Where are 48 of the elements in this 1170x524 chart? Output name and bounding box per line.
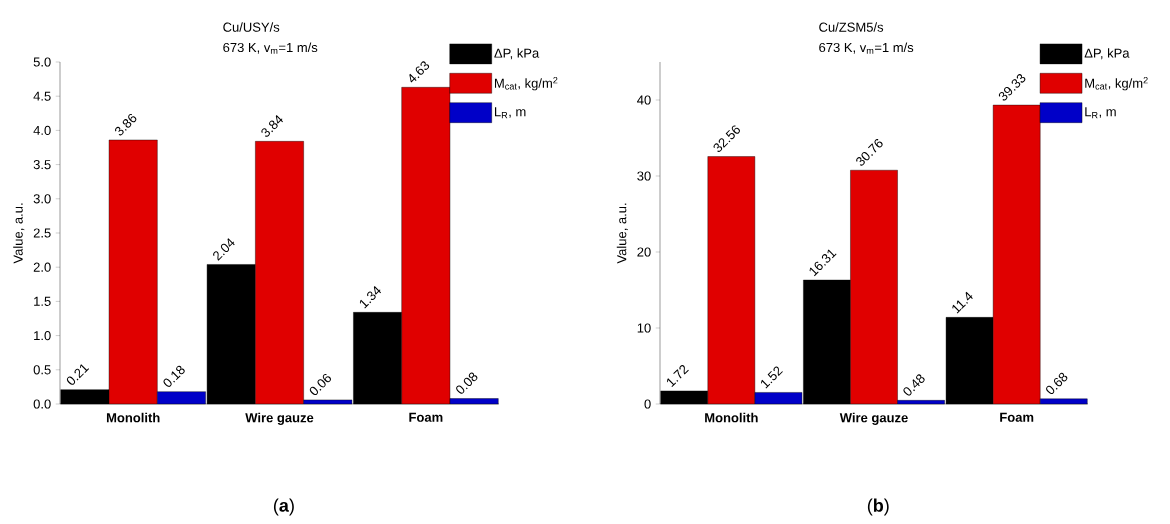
y-tick-label: 5.0 — [33, 57, 51, 67]
data-label: 1.34 — [359, 286, 382, 309]
legend-label: ΔP, kPa — [494, 48, 540, 60]
x-tick-label: Wire gauze — [839, 412, 908, 425]
y-axis-title: Value, a.u. — [616, 203, 628, 264]
y-tick-label: 0.0 — [33, 399, 51, 409]
legend-label: M$_{cat}$, kg/m$^{2}$ — [1085, 76, 1148, 91]
legend-label: L$_{R}$, m — [495, 107, 526, 119]
y-tick-label: 2.5 — [33, 228, 51, 238]
data-label: 11.4 — [952, 291, 973, 314]
x-tick-label: Foam — [409, 412, 443, 422]
y-tick-label: 0.5 — [33, 365, 51, 375]
y-tick-label: 4.5 — [33, 91, 51, 101]
legend-label: M$_{cat}$, kg/m$^{2}$ — [495, 76, 558, 91]
data-label: 3.86 — [115, 113, 137, 136]
y-tick-label: 1.0 — [34, 330, 51, 341]
data-label: 0.18 — [163, 365, 185, 387]
x-tick-label: Monolith — [106, 412, 160, 423]
x-tick-label: Monolith — [705, 412, 758, 423]
data-label: 4.63 — [409, 61, 430, 83]
y-tick-label: 4.0 — [33, 125, 51, 135]
data-label: 0.21 — [66, 364, 90, 385]
legend-label: ΔP, kPa — [1084, 48, 1130, 60]
y-tick-label: 1.5 — [34, 296, 51, 306]
data-label: 0.48 — [903, 374, 925, 396]
y-tick-label: 2.0 — [33, 262, 51, 272]
x-tick-label: Wire gauze — [245, 412, 314, 425]
data-label: 3.84 — [261, 115, 283, 137]
chart-subtitle: 673 K, v$_{m}$=1 m/s — [223, 42, 318, 54]
data-label: 0.08 — [456, 372, 478, 394]
y-tick-label: 40 — [637, 95, 651, 105]
legend-label: L$_{R}$, m — [1085, 107, 1116, 119]
data-label: 0.06 — [309, 373, 331, 396]
data-label: 0.68 — [1046, 372, 1068, 395]
chart-title: Cu/ZSM5/s — [819, 22, 884, 32]
y-tick-label: 30 — [637, 171, 651, 181]
text: (b) — [867, 498, 889, 516]
chart-subtitle: 673 K, v$_{m}$=1 m/s — [819, 42, 914, 54]
y-tick-label: 20 — [637, 247, 651, 257]
data-label: 1.72 — [667, 365, 689, 388]
y-tick-label: 3.0 — [33, 194, 51, 204]
y-tick-label: 0 — [644, 399, 651, 409]
y-axis-title: Value, a.u. — [13, 203, 25, 264]
chart-title: Cu/USY/s — [223, 22, 280, 32]
y-tick-label: 10 — [637, 323, 651, 333]
text: (a) — [273, 498, 294, 516]
x-tick-label: Foam — [1000, 412, 1034, 422]
y-tick-label: 3.5 — [33, 159, 51, 170]
